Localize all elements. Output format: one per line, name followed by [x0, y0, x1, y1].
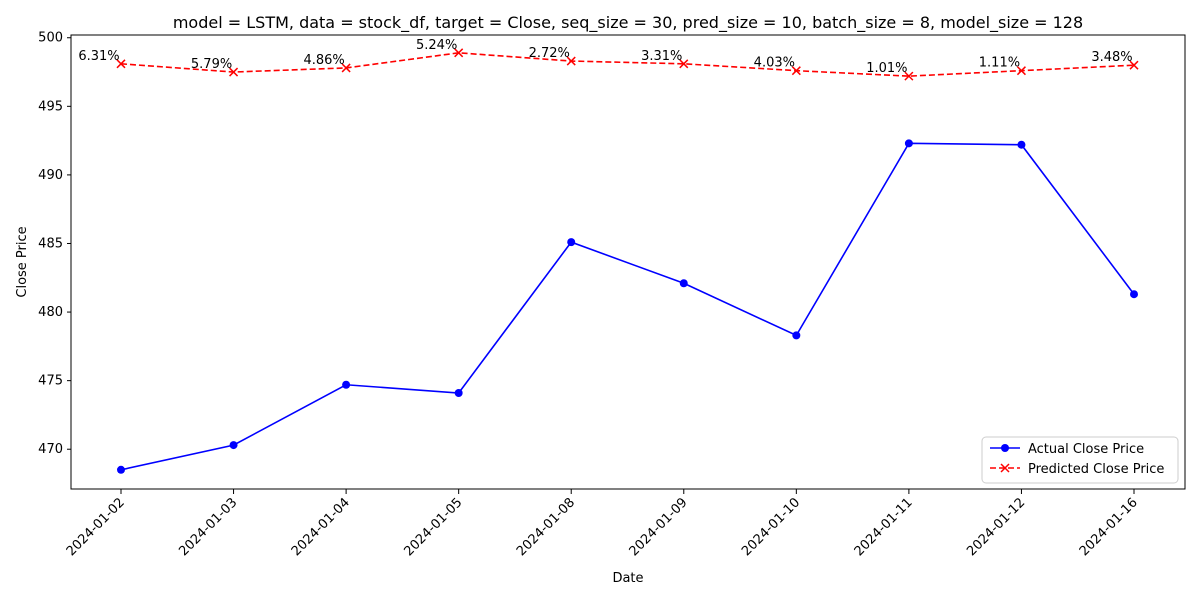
predicted-marker-stroke-b [116, 59, 126, 69]
error-percentage-label: 4.86% [303, 53, 344, 68]
predicted-marker-stroke-b [904, 71, 914, 81]
actual-series-line [120, 142, 1135, 471]
predicted-data-point [1016, 66, 1026, 76]
predicted-marker-stroke-b [679, 59, 689, 69]
predicted-marker-stroke-b [791, 66, 801, 76]
error-percentage-label: 5.24% [416, 38, 457, 53]
predicted-data-point [116, 59, 126, 69]
predicted-data-point [341, 63, 351, 73]
predicted-data-point [229, 67, 239, 77]
actual-data-point [229, 441, 238, 450]
actual-data-point [904, 139, 913, 148]
error-percentage-label: 1.11% [979, 56, 1020, 71]
y-tick-label: 480 [38, 305, 63, 320]
error-percentage-label: 3.31% [641, 49, 682, 64]
legend-box [981, 436, 1179, 484]
predicted-marker-stroke-b [1016, 66, 1026, 76]
actual-data-point [1130, 290, 1138, 299]
predicted-marker-stroke-b [1129, 60, 1139, 70]
chart-title: model = LSTM, data = stock_df, target = … [173, 13, 1083, 33]
predicted-data-point [904, 71, 914, 81]
plot-frame [70, 34, 1186, 490]
error-percentage-label: 3.48% [1091, 50, 1132, 65]
actual-data-point [567, 238, 576, 247]
y-tick-label: 470 [38, 442, 63, 457]
y-tick-label: 490 [38, 168, 63, 183]
predicted-data-point [454, 48, 464, 58]
error-percentage-label: 5.79% [191, 57, 232, 72]
actual-data-point [679, 279, 688, 288]
legend-predicted-marker-b [1000, 463, 1010, 473]
actual-data-point [454, 388, 463, 397]
legend-actual-marker [1001, 444, 1009, 452]
actual-data-point [1017, 140, 1026, 149]
legend-actual-label: Actual Close Price [1028, 442, 1144, 457]
predicted-marker-stroke-b [341, 63, 351, 73]
predicted-marker-stroke-b [566, 56, 576, 66]
y-tick-label: 475 [38, 374, 63, 389]
error-percentage-label: 6.31% [78, 49, 119, 64]
predicted-data-point [1129, 60, 1139, 70]
y-axis-label: Close Price [15, 226, 30, 297]
actual-data-point [117, 465, 125, 474]
error-percentage-label: 1.01% [866, 61, 907, 76]
y-tick-label: 495 [38, 99, 63, 114]
predicted-data-point [791, 66, 801, 76]
actual-data-point [792, 331, 801, 340]
predicted-series-line [120, 52, 1135, 77]
predicted-data-point [679, 59, 689, 69]
y-tick-label: 485 [38, 236, 63, 251]
legend: Actual Close Price Predicted Close Price [981, 436, 1179, 484]
legend-predicted-label: Predicted Close Price [1028, 462, 1164, 477]
error-percentage-label: 4.03% [754, 56, 795, 71]
actual-data-point [342, 380, 351, 389]
predicted-marker-stroke-b [229, 67, 239, 77]
y-tick-label: 500 [38, 31, 63, 46]
error-percentage-label: 2.72% [529, 46, 570, 61]
x-axis-label: Date [612, 571, 643, 586]
predicted-marker-stroke-b [454, 48, 464, 58]
predicted-data-point [566, 56, 576, 66]
